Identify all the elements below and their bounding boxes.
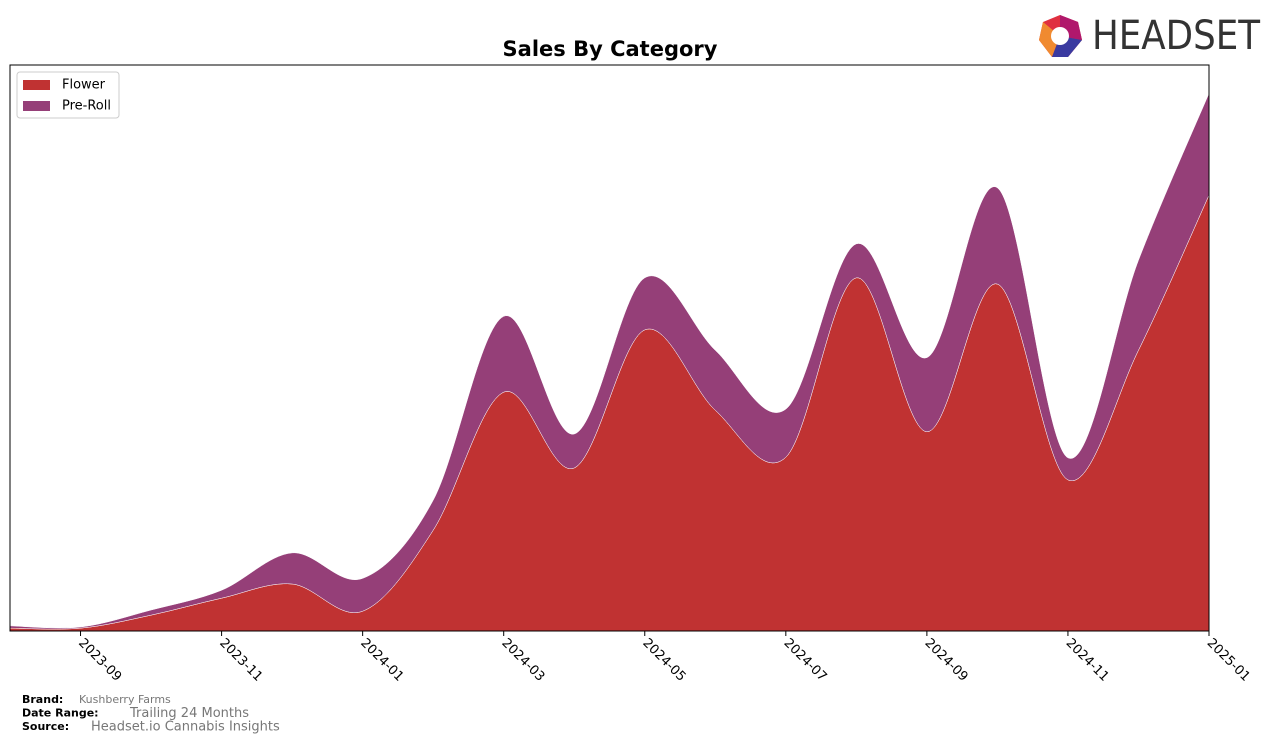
footer-value: Kushberry Farms	[79, 693, 171, 706]
footer-label: Brand:	[22, 693, 63, 706]
footer-value: Headset.io Cannabis Insights	[91, 720, 280, 735]
x-tick-label: 2024-09	[922, 636, 971, 685]
x-tick-label: 2024-07	[781, 636, 830, 685]
x-tick-label: 2024-11	[1063, 636, 1112, 685]
legend-swatch	[23, 80, 50, 90]
footer-label: Date Range:	[22, 707, 99, 720]
legend-label: Flower	[62, 78, 106, 93]
x-tick-label: 2024-03	[498, 636, 547, 685]
x-tick-label: 2024-05	[639, 636, 688, 685]
plot-frame	[9, 64, 1210, 632]
logo-text: HEADSET	[1092, 13, 1261, 59]
chart-title: Sales By Category	[503, 37, 718, 61]
legend-swatch	[23, 101, 50, 111]
area	[9, 93, 1210, 630]
footer-value: Trailing 24 Months	[129, 706, 249, 721]
x-tick-label: 2023-09	[75, 636, 124, 685]
area	[9, 195, 1210, 632]
x-tick-label: 2024-01	[357, 636, 406, 685]
x-tick-label: 2025-01	[1204, 636, 1253, 685]
legend-label: Pre-Roll	[62, 99, 111, 114]
x-tick-label: 2023-11	[216, 636, 265, 685]
footer-label: Source:	[22, 720, 69, 733]
logo: HEADSET	[1039, 13, 1261, 59]
